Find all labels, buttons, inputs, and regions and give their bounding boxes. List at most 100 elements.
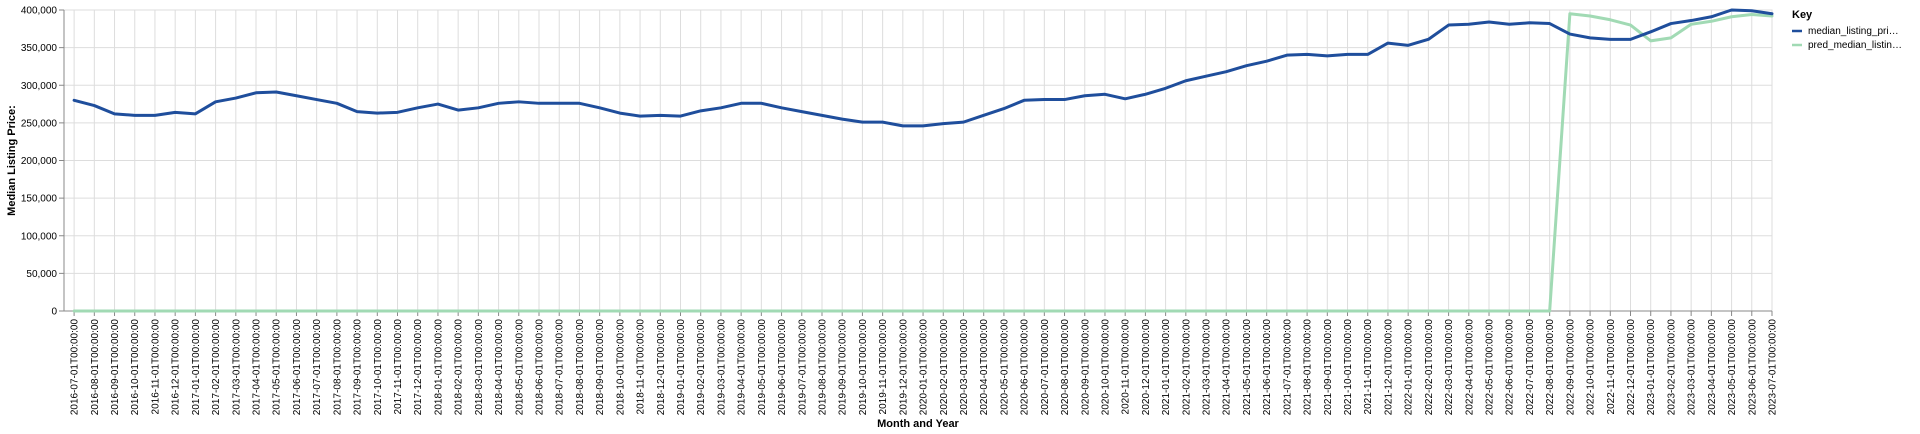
x-tick-label: 2020-10-01T00:00:00: [1100, 319, 1111, 416]
x-tick-label: 2020-01-01T00:00:00: [919, 319, 930, 416]
x-tick-label: 2018-07-01T00:00:00: [555, 319, 566, 416]
x-tick-label: 2019-12-01T00:00:00: [898, 319, 909, 416]
y-tick-label: 100,000: [21, 231, 58, 242]
x-tick-label: 2018-03-01T00:00:00: [474, 319, 485, 416]
x-tick-label: 2019-07-01T00:00:00: [797, 319, 808, 416]
x-tick-label: 2019-04-01T00:00:00: [737, 319, 748, 416]
x-tick-label: 2021-05-01T00:00:00: [1242, 319, 1253, 416]
x-tick-label: 2017-09-01T00:00:00: [353, 319, 364, 416]
x-axis: 2016-07-01T00:00:00 2016-08-01T00:00:00 20…: [64, 310, 1779, 416]
y-tick-label: 350,000: [21, 43, 58, 54]
y-axis-title: Median Listing Price:: [6, 105, 18, 216]
x-tick-label: 2021-07-01T00:00:00: [1282, 319, 1293, 416]
x-tick-label: 2018-05-01T00:00:00: [514, 319, 525, 416]
x-tick-label: 2023-05-01T00:00:00: [1727, 319, 1738, 416]
x-tick-label: 2022-01-01T00:00:00: [1404, 319, 1415, 416]
x-tick-label: 2023-06-01T00:00:00: [1747, 319, 1758, 416]
x-tick-label: 2016-10-01T00:00:00: [130, 319, 141, 416]
series-lines: [72, 8, 1774, 313]
x-tick-label: 2017-04-01T00:00:00: [252, 319, 263, 416]
y-tick-label: 300,000: [21, 81, 58, 92]
y-tick-label: 0: [51, 307, 57, 318]
x-tick-label: 2020-07-01T00:00:00: [1040, 319, 1051, 416]
x-tick-label: 2021-03-01T00:00:00: [1202, 319, 1213, 416]
x-tick-label: 2021-11-01T00:00:00: [1363, 319, 1374, 415]
x-tick-label: 2018-12-01T00:00:00: [656, 319, 667, 416]
x-tick-label: 2019-06-01T00:00:00: [777, 319, 788, 416]
x-tick-label: 2023-07-01T00:00:00: [1768, 319, 1779, 416]
x-axis-title: Month and Year: [877, 418, 959, 430]
x-tick-label: 2018-04-01T00:00:00: [494, 319, 505, 416]
x-tick-label: 2022-08-01T00:00:00: [1545, 319, 1556, 416]
x-tick-label: 2022-09-01T00:00:00: [1565, 319, 1576, 416]
series-line-1: [72, 12, 1774, 313]
x-tick-label: 2018-11-01T00:00:00: [636, 319, 647, 415]
x-tick-label: 2019-10-01T00:00:00: [858, 319, 869, 416]
legend-label: pred_median_listin…: [1808, 40, 1902, 51]
legend-title: Key: [1792, 9, 1813, 21]
y-tick-label: 250,000: [21, 118, 58, 129]
x-tick-label: 2021-12-01T00:00:00: [1383, 319, 1394, 416]
x-tick-label: 2020-04-01T00:00:00: [979, 319, 990, 416]
x-tick-label: 2016-08-01T00:00:00: [90, 319, 101, 416]
x-tick-label: 2017-08-01T00:00:00: [332, 319, 343, 416]
x-tick-label: 2018-06-01T00:00:00: [535, 319, 546, 416]
x-tick-label: 2021-09-01T00:00:00: [1323, 319, 1334, 416]
x-tick-label: 2016-11-01T00:00:00: [150, 319, 161, 415]
x-tick-label: 2019-08-01T00:00:00: [817, 319, 828, 416]
x-tick-label: 2023-04-01T00:00:00: [1707, 319, 1718, 416]
x-tick-label: 2020-08-01T00:00:00: [1060, 319, 1071, 416]
x-tick-label: 2017-05-01T00:00:00: [272, 319, 283, 416]
gridlines: [63, 9, 1773, 312]
x-tick-label: 2022-12-01T00:00:00: [1626, 319, 1637, 416]
x-tick-label: 2022-06-01T00:00:00: [1505, 319, 1516, 416]
x-tick-label: 2021-08-01T00:00:00: [1303, 319, 1314, 416]
series-line-0: [72, 8, 1774, 128]
x-tick-label: 2019-05-01T00:00:00: [757, 319, 768, 416]
x-tick-label: 2018-10-01T00:00:00: [615, 319, 626, 416]
x-tick-label: 2022-11-01T00:00:00: [1606, 319, 1617, 415]
x-tick-label: 2021-02-01T00:00:00: [1181, 319, 1192, 416]
y-tick-label: 200,000: [21, 156, 58, 167]
x-tick-label: 2017-11-01T00:00:00: [393, 319, 404, 415]
x-tick-label: 2019-11-01T00:00:00: [878, 319, 889, 415]
x-tick-label: 2023-03-01T00:00:00: [1687, 319, 1698, 416]
x-tick-label: 2017-10-01T00:00:00: [373, 319, 384, 416]
x-tick-label: 2017-06-01T00:00:00: [292, 319, 303, 416]
x-tick-label: 2019-09-01T00:00:00: [838, 319, 849, 416]
x-tick-label: 2022-07-01T00:00:00: [1525, 319, 1536, 416]
x-tick-label: 2020-03-01T00:00:00: [959, 319, 970, 416]
x-tick-label: 2021-06-01T00:00:00: [1262, 319, 1273, 416]
x-tick-label: 2021-01-01T00:00:00: [1161, 319, 1172, 416]
x-tick-label: 2022-04-01T00:00:00: [1464, 319, 1475, 416]
x-tick-label: 2019-03-01T00:00:00: [716, 319, 727, 416]
x-tick-label: 2023-02-01T00:00:00: [1666, 319, 1677, 416]
x-tick-label: 2017-12-01T00:00:00: [413, 319, 424, 416]
x-tick-label: 2016-09-01T00:00:00: [110, 319, 121, 416]
x-tick-label: 2022-05-01T00:00:00: [1485, 319, 1496, 416]
x-tick-label: 2016-12-01T00:00:00: [171, 319, 182, 416]
y-tick-label: 400,000: [21, 6, 58, 17]
legend-label: median_listing_pri…: [1808, 26, 1899, 37]
x-tick-label: 2020-11-01T00:00:00: [1121, 319, 1132, 415]
x-tick-label: 2017-01-01T00:00:00: [191, 319, 202, 416]
x-tick-label: 2021-04-01T00:00:00: [1222, 319, 1233, 416]
x-tick-label: 2017-03-01T00:00:00: [231, 319, 242, 416]
x-tick-label: 2016-07-01T00:00:00: [70, 319, 81, 416]
x-tick-label: 2017-07-01T00:00:00: [312, 319, 323, 416]
x-tick-label: 2022-10-01T00:00:00: [1586, 319, 1597, 416]
x-tick-label: 2018-02-01T00:00:00: [454, 319, 465, 416]
x-tick-label: 2021-10-01T00:00:00: [1343, 319, 1354, 416]
y-axis: 0 50,000 100,000 150,000 200,000 250,000 300,0…: [21, 6, 65, 318]
x-tick-label: 2018-08-01T00:00:00: [575, 319, 586, 416]
x-tick-label: 2019-01-01T00:00:00: [676, 319, 687, 416]
x-tick-label: 2022-02-01T00:00:00: [1424, 319, 1435, 416]
x-tick-label: 2018-09-01T00:00:00: [595, 319, 606, 416]
x-tick-label: 2018-01-01T00:00:00: [433, 319, 444, 416]
x-tick-label: 2020-09-01T00:00:00: [1080, 319, 1091, 416]
x-tick-label: 2020-06-01T00:00:00: [1020, 319, 1031, 416]
x-tick-label: 2023-01-01T00:00:00: [1646, 319, 1657, 416]
x-tick-label: 2022-03-01T00:00:00: [1444, 319, 1455, 416]
x-tick-label: 2020-05-01T00:00:00: [999, 319, 1010, 416]
